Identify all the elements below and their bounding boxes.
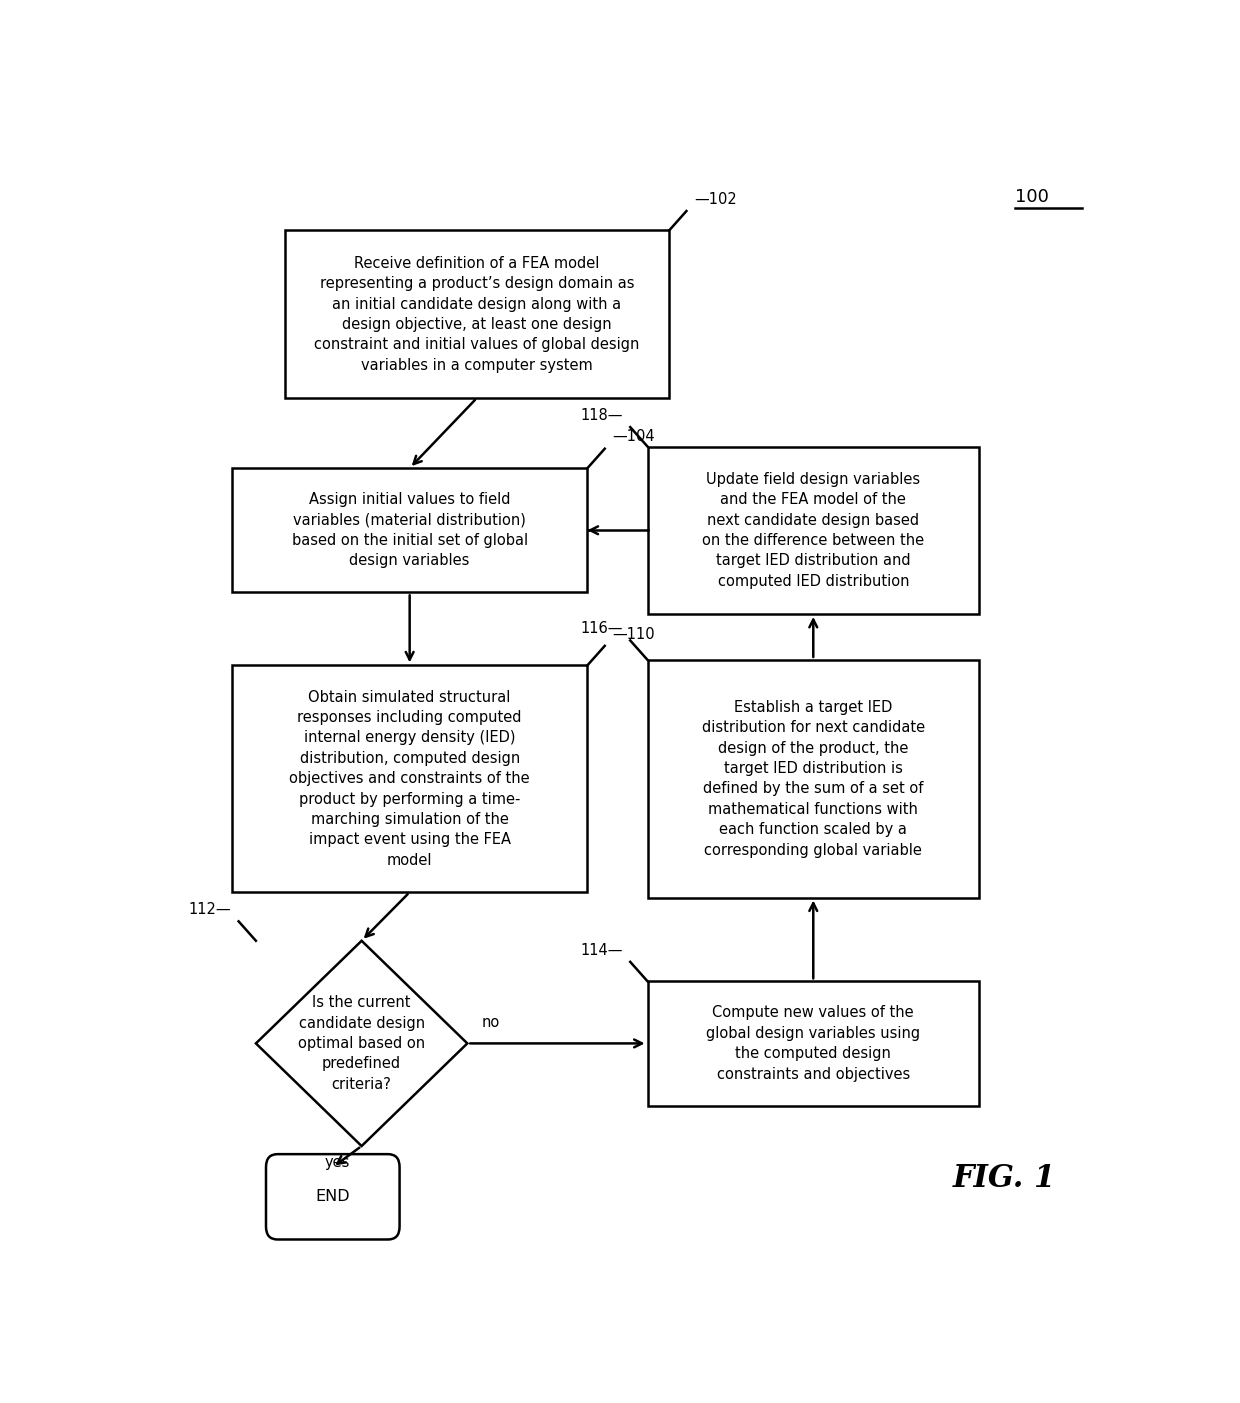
Text: yes: yes: [325, 1155, 350, 1170]
Text: —102: —102: [694, 192, 737, 206]
Text: —110: —110: [613, 627, 655, 641]
Bar: [232, 469, 588, 592]
Bar: [285, 230, 670, 398]
Text: no: no: [481, 1016, 500, 1030]
Bar: [647, 446, 980, 615]
Text: 116—: 116—: [580, 622, 622, 636]
Text: 112—: 112—: [188, 902, 231, 918]
Text: 114—: 114—: [580, 943, 622, 957]
Text: Establish a target IED
distribution for next candidate
design of the product, th: Establish a target IED distribution for …: [702, 700, 925, 857]
Text: —104: —104: [613, 429, 655, 445]
Text: Update field design variables
and the FEA model of the
next candidate design bas: Update field design variables and the FE…: [702, 471, 924, 589]
Text: END: END: [315, 1190, 350, 1204]
Text: Obtain simulated structural
responses including computed
internal energy density: Obtain simulated structural responses in…: [289, 690, 529, 868]
Bar: [647, 981, 980, 1106]
Text: Assign initial values to field
variables (material distribution)
based on the in: Assign initial values to field variables…: [291, 492, 528, 568]
Text: FIG. 1: FIG. 1: [952, 1163, 1056, 1194]
Text: Compute new values of the
global design variables using
the computed design
cons: Compute new values of the global design …: [707, 1006, 920, 1082]
Bar: [232, 665, 588, 892]
FancyBboxPatch shape: [267, 1155, 399, 1239]
Bar: [647, 659, 980, 898]
Polygon shape: [255, 941, 467, 1146]
Text: Receive definition of a FEA model
representing a product’s design domain as
an i: Receive definition of a FEA model repres…: [314, 255, 640, 373]
Text: 118—: 118—: [580, 408, 622, 422]
Text: 100: 100: [1016, 188, 1049, 206]
Text: Is the current
candidate design
optimal based on
predefined
criteria?: Is the current candidate design optimal …: [298, 995, 425, 1092]
